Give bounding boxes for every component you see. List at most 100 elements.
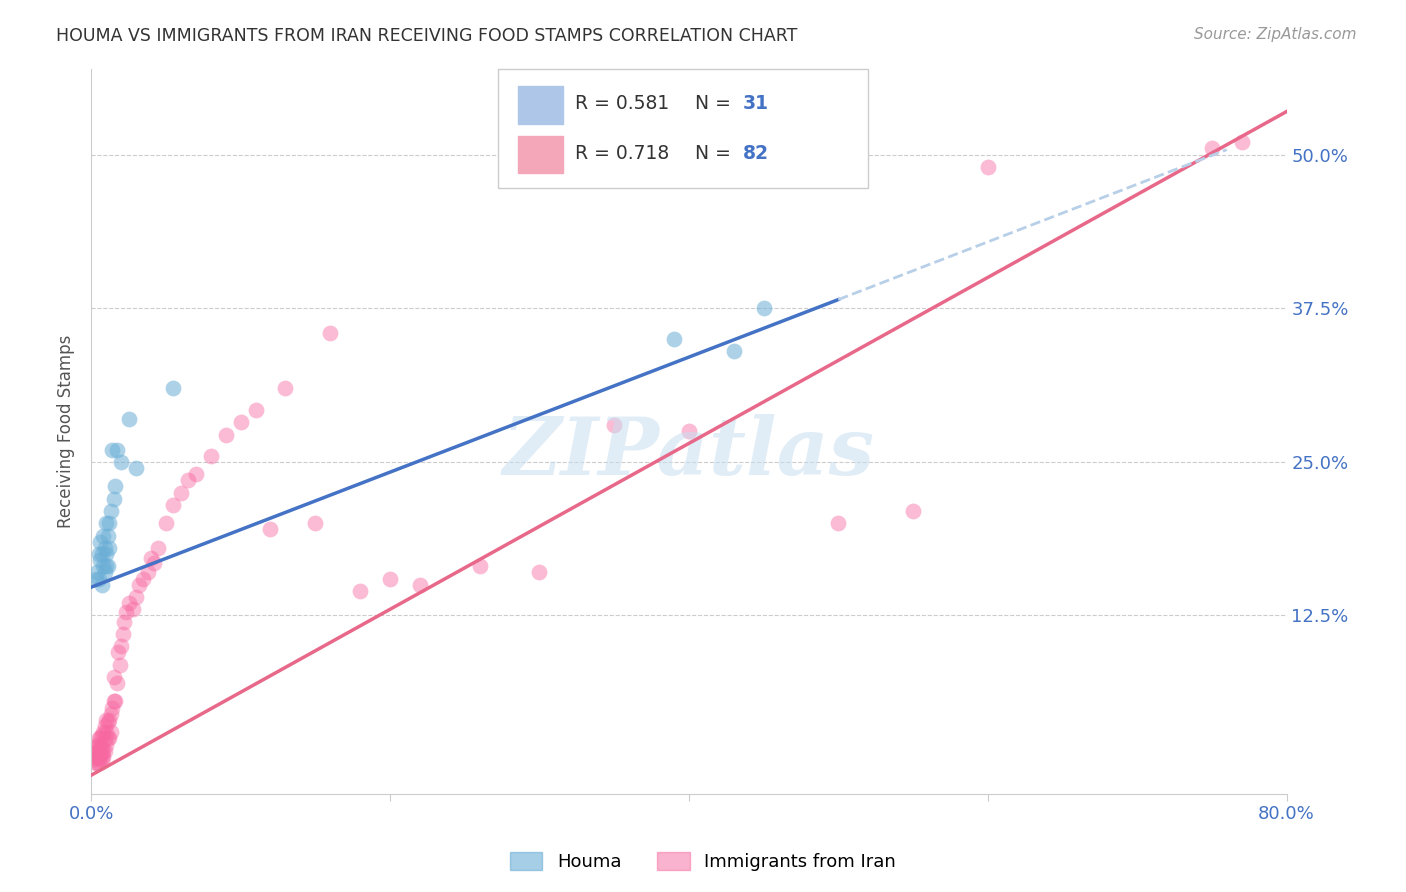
Point [89,747,111,762]
Point [91,725,114,739]
Point [86,756,108,770]
Point [87,744,110,758]
Point [114,605,136,619]
Point [603,417,626,432]
Point [142,556,165,570]
Point [110,455,132,469]
Point [97,731,120,746]
Point [274,381,297,395]
Point [104,694,127,708]
Point [110,639,132,653]
Point [107,645,129,659]
Point [103,491,125,506]
Point [349,583,371,598]
Point [378,572,401,586]
Point [91,528,114,542]
Point [214,427,236,442]
Point [87,731,110,746]
Point [94,559,117,574]
Point [84,749,107,764]
Text: ZIPatlas: ZIPatlas [503,414,875,491]
Point [901,504,924,518]
Point [752,301,775,316]
Point [245,403,267,417]
Point [98,541,121,555]
Point [89,553,111,567]
Point [136,566,159,580]
Point [105,676,128,690]
Point [93,731,115,746]
Point [93,566,115,580]
Point [125,461,148,475]
Point [100,725,122,739]
Point [259,523,281,537]
Point [94,725,117,739]
Point [89,534,111,549]
Point [94,738,117,752]
Point [97,559,120,574]
Point [162,498,184,512]
Point [90,739,112,754]
Point [94,516,117,531]
Point [91,559,114,574]
Point [170,485,193,500]
Point [827,516,849,531]
Point [97,715,120,730]
Text: R = 0.581: R = 0.581 [575,95,669,113]
Point [87,572,110,586]
Point [98,713,121,727]
Point [128,578,150,592]
Point [87,756,110,770]
Point [100,504,122,518]
Point [105,442,128,457]
Point [87,547,110,561]
Point [89,752,111,766]
Point [101,700,124,714]
Point [177,473,200,487]
Point [90,728,112,742]
Point [86,744,108,758]
Point [90,752,112,766]
Point [94,547,117,561]
Point [90,547,112,561]
Point [90,747,112,762]
Point [93,744,115,758]
Point [84,572,107,586]
Point [117,596,139,610]
Point [93,541,115,555]
FancyBboxPatch shape [498,69,868,188]
Point [89,739,111,754]
Point [977,160,1000,174]
Point [84,756,107,770]
Point [90,578,112,592]
Text: N =: N = [695,95,737,113]
Point [86,738,108,752]
Point [84,739,107,754]
Point [98,516,121,531]
Point [83,747,105,762]
Point [91,749,114,764]
Point [229,416,252,430]
Point [529,566,551,580]
Point [678,424,700,438]
Point [162,381,184,395]
Text: R = 0.718: R = 0.718 [575,144,669,162]
Point [86,749,108,764]
Point [87,738,110,752]
Point [87,749,110,764]
Point [103,694,125,708]
Point [319,326,342,340]
Point [104,479,127,493]
Point [86,566,108,580]
Point [148,541,170,555]
Point [468,559,491,574]
Point [89,731,111,746]
Point [91,744,114,758]
Text: 82: 82 [742,144,769,162]
Text: 31: 31 [742,95,769,113]
Point [83,752,105,766]
Point [155,516,177,531]
Y-axis label: Receiving Food Stamps: Receiving Food Stamps [58,334,75,528]
Point [1201,141,1223,155]
Point [94,713,117,727]
